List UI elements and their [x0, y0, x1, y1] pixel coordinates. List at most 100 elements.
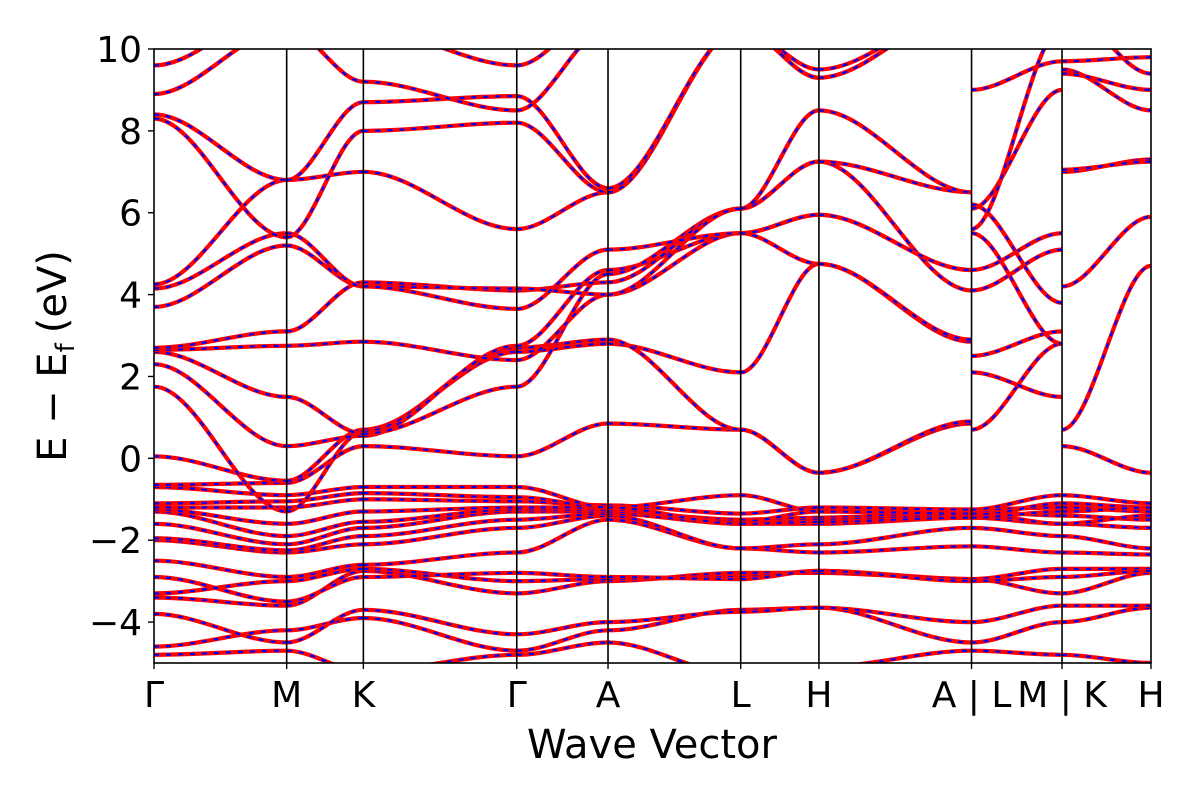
band-8-23 — [1111, 49, 1151, 76]
band-4-0-dashed — [607, 641, 689, 663]
band-7-24-dashed — [971, 60, 1063, 91]
band-2-0-dashed — [433, 653, 517, 663]
band-6-6-dashed — [818, 545, 972, 554]
band-6-5-dashed — [818, 569, 972, 583]
band-6-2-dashed — [818, 606, 972, 624]
band-5-25 — [776, 49, 820, 72]
band-4-14-dashed — [607, 506, 741, 525]
band-4-1-dashed — [607, 608, 741, 632]
band-2-13-dashed — [363, 492, 517, 499]
band-7-13 — [971, 511, 1063, 526]
band-8-23-dashed — [1112, 49, 1151, 75]
band-3-23-dashed — [516, 248, 609, 310]
band-4-22 — [607, 206, 741, 297]
band-2-23 — [363, 284, 517, 311]
band-0-23-dashed — [154, 232, 287, 290]
band-2-24 — [363, 169, 517, 232]
x-tick-label-0: Γ — [144, 675, 164, 716]
band-1-27-dashed — [317, 49, 364, 83]
band-5-5-dashed — [740, 569, 819, 581]
band-7-24 — [971, 59, 1063, 92]
band-0-11-dashed — [154, 508, 287, 525]
band-0-14 — [154, 484, 287, 498]
y-tick-label-5: 6 — [119, 194, 142, 235]
band-7-1-dashed — [971, 621, 1063, 644]
band-8-7 — [1061, 534, 1151, 551]
band-2-3 — [363, 568, 517, 596]
band-5-12-dashed — [740, 506, 819, 515]
band-3-22 — [516, 286, 609, 297]
band-1-0-dashed — [286, 649, 334, 663]
band-7-7 — [971, 525, 1063, 539]
band-0-18-dashed — [154, 363, 287, 448]
kpoint-lines — [285, 49, 1063, 663]
band-8-6 — [1061, 550, 1151, 557]
band-8-22 — [1061, 71, 1151, 92]
band-8-24-dashed — [1062, 8, 1151, 28]
band-2-22-dashed — [363, 285, 517, 290]
band-1-27 — [316, 49, 364, 84]
band-0-15-dashed — [154, 481, 287, 486]
band-3-26-dashed — [516, 95, 609, 190]
band-6-22-dashed — [818, 109, 972, 194]
band-3-20 — [516, 292, 609, 363]
band-3-27-dashed — [516, 49, 580, 112]
band-6-0-dashed — [860, 649, 972, 663]
band-4-28-dashed — [608, 0, 741, 8]
x-tick-label-7: A | L — [932, 675, 1012, 716]
band-5-21-dashed — [740, 160, 819, 210]
x-tick-label-6: H — [805, 675, 832, 716]
band-3-18-dashed — [516, 268, 609, 347]
band-8-5 — [1061, 568, 1151, 580]
band-2-9-dashed — [363, 510, 517, 529]
band-0-1-dashed — [154, 629, 287, 648]
band-6-19 — [818, 159, 972, 293]
band-2-25-dashed — [363, 121, 517, 132]
band-1-15 — [286, 444, 364, 485]
band-3-17 — [516, 337, 609, 350]
band-6-23-dashed — [818, 262, 972, 341]
band-0-16-dashed — [154, 455, 287, 482]
band-8-21 — [1061, 55, 1151, 64]
x-tick-label-8: M | K — [1017, 675, 1108, 716]
band-3-16 — [516, 341, 609, 354]
band-5-23 — [740, 231, 820, 266]
band-8-12 — [1061, 493, 1151, 506]
band-7-12 — [971, 493, 1063, 512]
x-tick-label-5: L — [731, 675, 751, 716]
band-8-16 — [1061, 263, 1151, 432]
x-tick-label-3: Γ — [507, 675, 527, 716]
band-3-25 — [516, 120, 609, 195]
band-1-21 — [286, 280, 364, 334]
band-0-28 — [154, 49, 205, 68]
band-8-19 — [1061, 159, 1151, 172]
band-5-10-dashed — [740, 510, 819, 523]
band-4-17-dashed — [607, 338, 741, 431]
y-tick-label-1: −2 — [89, 521, 142, 562]
y-axis-ticks: −4 −2 0 2 4 6 8 10 — [89, 30, 154, 644]
band-4-27 — [608, 0, 741, 29]
band-8-15-dashed — [1061, 445, 1151, 474]
band-0-2-dashed — [154, 612, 287, 644]
band-0-19-dashed — [154, 350, 287, 398]
band-8-13 — [1061, 513, 1151, 526]
band-4-27-dashed — [608, 0, 741, 29]
band-1-25-dashed — [286, 129, 364, 239]
band-1-12-dashed — [286, 498, 364, 509]
band-3-7 — [516, 513, 609, 530]
y-tick-label-7: 10 — [96, 30, 142, 71]
band-8-3 — [1061, 570, 1151, 596]
band-2-7-dashed — [363, 526, 517, 546]
band-1-23 — [286, 231, 364, 289]
band-3-28 — [516, 49, 553, 68]
band-7-5 — [971, 574, 1063, 584]
y-tick-label-4: 4 — [119, 276, 142, 317]
band-5-26-dashed — [773, 49, 819, 79]
band-1-6-dashed — [286, 563, 364, 579]
band-1-9-dashed — [286, 526, 364, 546]
band-2-20-dashed — [363, 340, 517, 362]
band-7-6 — [971, 544, 1063, 555]
band-0-0-dashed — [154, 649, 287, 656]
band-5-13-dashed — [740, 494, 819, 513]
band-0-13-dashed — [154, 500, 287, 505]
